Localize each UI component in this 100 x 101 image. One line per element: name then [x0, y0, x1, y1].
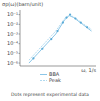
y-tick-label: 10⁻⁶ — [7, 60, 18, 66]
annotation: Dots represent experimental data — [11, 92, 89, 97]
plot-area — [29, 14, 92, 64]
data-point — [32, 57, 34, 59]
y-tick-label: 10⁻⁴ — [7, 40, 18, 46]
series-line — [29, 16, 92, 64]
data-point — [69, 14, 71, 16]
data-point — [74, 17, 76, 19]
data-point — [41, 48, 43, 50]
chart: 10⁻⁶ 10⁻⁵ 10⁻⁴ 10⁻³ 10⁻² 10⁻¹ σp(ω)(barn/unit)… — [0, 0, 100, 101]
y-tick — [19, 53, 21, 54]
y-tick — [19, 34, 21, 35]
y-tick — [19, 63, 21, 64]
data-point — [65, 16, 67, 18]
data-point — [50, 38, 52, 40]
y-axis-label: σp(ω)(barn/unit) — [2, 1, 43, 8]
data-point — [86, 26, 88, 28]
data-point — [62, 22, 64, 24]
y-axis — [20, 10, 21, 66]
series-line — [29, 15, 92, 60]
y-tick — [19, 14, 21, 15]
x-axis-label: ω, 1/s — [81, 67, 96, 73]
data-point — [56, 30, 58, 32]
y-tick-label: 10⁻³ — [7, 31, 18, 37]
data-point — [80, 22, 82, 24]
legend-swatch — [40, 80, 47, 81]
y-tick — [19, 24, 21, 25]
y-tick-label: 10⁻¹ — [7, 11, 18, 17]
y-tick — [19, 43, 21, 44]
y-tick-label: 10⁻⁵ — [7, 50, 18, 56]
legend-swatch — [40, 74, 47, 75]
legend-label: Peak — [49, 77, 61, 83]
y-tick-label: 10⁻² — [7, 21, 18, 27]
